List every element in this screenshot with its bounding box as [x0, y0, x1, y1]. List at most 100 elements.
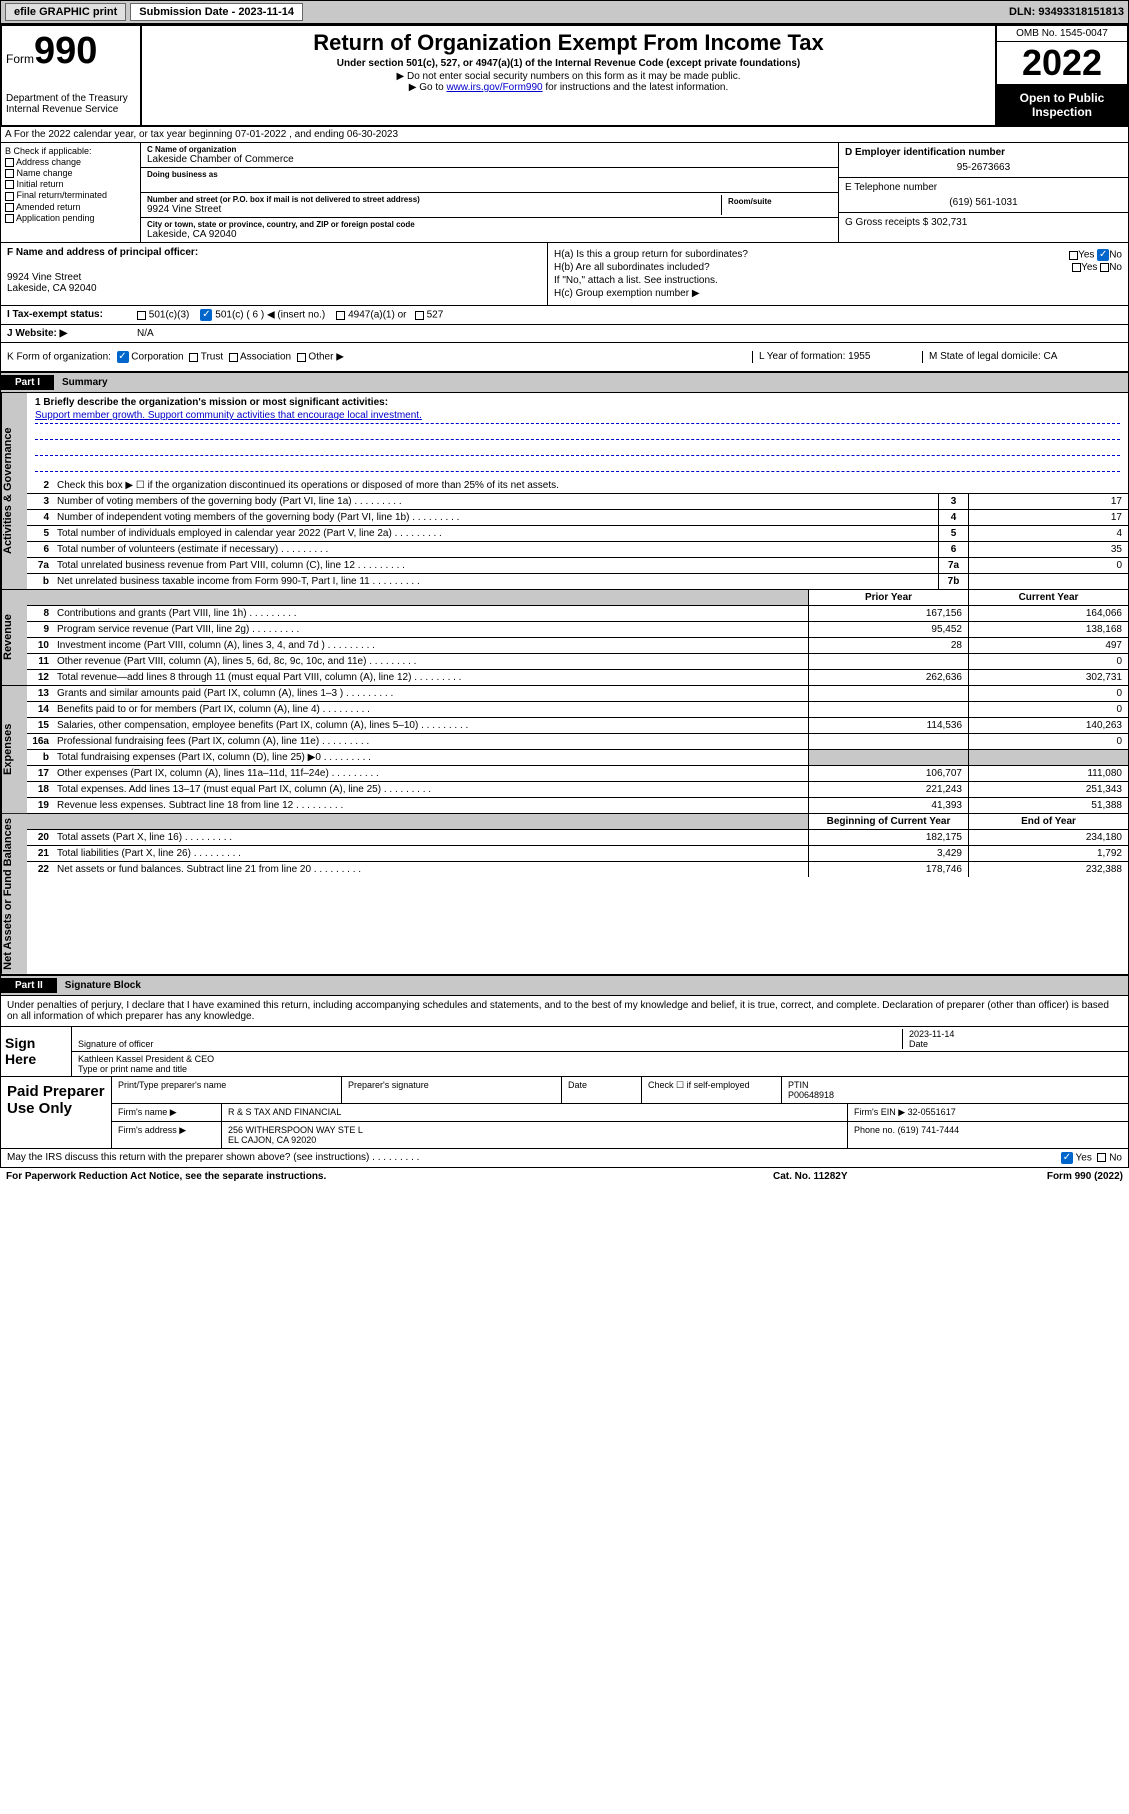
- omb-number: OMB No. 1545-0047: [997, 26, 1127, 42]
- city-state-zip: Lakeside, CA 92040: [147, 229, 832, 240]
- check-amended-return[interactable]: [5, 203, 14, 212]
- hb-no-checkbox[interactable]: [1100, 263, 1109, 272]
- prior-val: 262,636: [808, 670, 968, 685]
- prior-val: 41,393: [808, 798, 968, 813]
- 501c-checkbox[interactable]: ✓: [200, 309, 212, 321]
- check-application-pending[interactable]: [5, 214, 14, 223]
- other-checkbox[interactable]: [297, 353, 306, 362]
- netassets-section: Net Assets or Fund Balances Beginning of…: [0, 814, 1129, 975]
- current-val: 232,388: [968, 862, 1128, 877]
- 527-checkbox[interactable]: [415, 311, 424, 320]
- discuss-label: May the IRS discuss this return with the…: [7, 1152, 1061, 1164]
- form-prefix: Form: [6, 52, 34, 66]
- trust-checkbox[interactable]: [189, 353, 198, 362]
- prior-val: 167,156: [808, 606, 968, 621]
- line-desc: Number of independent voting members of …: [53, 510, 938, 525]
- line-desc: Other revenue (Part VIII, column (A), li…: [53, 654, 808, 669]
- footer-right: Form 990 (2022): [973, 1171, 1123, 1182]
- assoc-checkbox[interactable]: [229, 353, 238, 362]
- officer-addr2: Lakeside, CA 92040: [7, 283, 541, 294]
- room-label: Room/suite: [728, 197, 826, 206]
- prior-val: 28: [808, 638, 968, 653]
- discuss-yes-checkbox[interactable]: ✓: [1061, 1152, 1073, 1164]
- current-val: 111,080: [968, 766, 1128, 781]
- current-val: 251,343: [968, 782, 1128, 797]
- line-desc: Other expenses (Part IX, column (A), lin…: [53, 766, 808, 781]
- part1-header: Part I Summary: [0, 372, 1129, 393]
- tax-year: 2022: [997, 42, 1127, 85]
- submission-date: Submission Date - 2023-11-14: [130, 3, 303, 21]
- efile-print-button[interactable]: efile GRAPHIC print: [5, 3, 126, 21]
- expenses-section: Expenses 13Grants and similar amounts pa…: [0, 686, 1129, 814]
- end-year-hdr: End of Year: [968, 814, 1128, 829]
- line-val: 17: [968, 510, 1128, 525]
- line-desc: Revenue less expenses. Subtract line 18 …: [53, 798, 808, 813]
- line-val: 0: [968, 558, 1128, 573]
- current-val: 302,731: [968, 670, 1128, 685]
- phone-label: E Telephone number: [845, 182, 1122, 193]
- footer-left: For Paperwork Reduction Act Notice, see …: [6, 1171, 773, 1182]
- discuss-row: May the IRS discuss this return with the…: [0, 1149, 1129, 1168]
- prior-val: 3,429: [808, 846, 968, 861]
- check-initial-return[interactable]: [5, 180, 14, 189]
- hb-yes-checkbox[interactable]: [1072, 263, 1081, 272]
- form-note2-post: for instructions and the latest informat…: [545, 82, 728, 93]
- firm-phone-value: (619) 741-7444: [898, 1125, 960, 1135]
- line-box: 7a: [938, 558, 968, 573]
- line-val: 4: [968, 526, 1128, 541]
- current-year-hdr: Current Year: [968, 590, 1128, 605]
- form-header: Form 990 Department of the Treasury Inte…: [0, 24, 1129, 127]
- line-desc: Program service revenue (Part VIII, line…: [53, 622, 808, 637]
- part2-header: Part II Signature Block: [0, 975, 1129, 996]
- sig-officer-label: Signature of officer: [78, 1039, 153, 1049]
- 501c3-checkbox[interactable]: [137, 311, 146, 320]
- year-formation: L Year of formation: 1955: [752, 351, 922, 363]
- department-label: Department of the Treasury Internal Reve…: [6, 93, 136, 115]
- prior-val: [808, 654, 968, 669]
- irs-link[interactable]: www.irs.gov/Form990: [446, 82, 542, 93]
- prior-val: 114,536: [808, 718, 968, 733]
- line-val: [968, 574, 1128, 589]
- hb-label: H(b) Are all subordinates included?: [554, 262, 710, 273]
- row-f: F Name and address of principal officer:…: [0, 243, 1129, 306]
- line-box: 6: [938, 542, 968, 557]
- website-value: N/A: [137, 328, 154, 339]
- line-desc: Total liabilities (Part X, line 26): [53, 846, 808, 861]
- prep-self-employed: Check ☐ if self-employed: [642, 1077, 782, 1103]
- line-val: 35: [968, 542, 1128, 557]
- prep-date-label: Date: [562, 1077, 642, 1103]
- prior-year-hdr: Prior Year: [808, 590, 968, 605]
- other-label: Other ▶: [308, 352, 343, 363]
- ha-no-checkbox[interactable]: ✓: [1097, 249, 1109, 261]
- firm-name-value: R & S TAX AND FINANCIAL: [222, 1104, 848, 1121]
- gov-side-label: Activities & Governance: [1, 393, 27, 589]
- line-desc: Total assets (Part X, line 16): [53, 830, 808, 845]
- ha-yes-checkbox[interactable]: [1069, 251, 1078, 260]
- line-desc: Total number of volunteers (estimate if …: [53, 542, 938, 557]
- footer-mid: Cat. No. 11282Y: [773, 1171, 973, 1182]
- line-desc: Total number of individuals employed in …: [53, 526, 938, 541]
- check-name-change[interactable]: [5, 169, 14, 178]
- corp-checkbox[interactable]: ✓: [117, 351, 129, 363]
- sign-here-label: Sign Here: [1, 1027, 71, 1076]
- sign-here-block: Sign Here Signature of officer 2023-11-1…: [0, 1027, 1129, 1077]
- form-subtitle: Under section 501(c), 527, or 4947(a)(1)…: [150, 58, 987, 69]
- form-org-label: K Form of organization:: [7, 352, 111, 363]
- assoc-label: Association: [240, 352, 291, 363]
- check-address-change[interactable]: [5, 158, 14, 167]
- state-domicile: M State of legal domicile: CA: [922, 351, 1122, 363]
- firm-ein-value: 32-0551617: [908, 1107, 956, 1117]
- 4947-checkbox[interactable]: [336, 311, 345, 320]
- rev-side-label: Revenue: [1, 590, 27, 685]
- 501c3-label: 501(c)(3): [149, 310, 190, 321]
- current-val: 138,168: [968, 622, 1128, 637]
- row-k: K Form of organization: ✓ Corporation Tr…: [0, 343, 1129, 372]
- 501c-label: 501(c) ( 6 ) ◀ (insert no.): [215, 310, 325, 321]
- phone-value: (619) 561-1031: [845, 197, 1122, 208]
- open-public-badge: Open to Public Inspection: [997, 85, 1127, 125]
- ptin-value: P00648918: [788, 1090, 834, 1100]
- ptin-label: PTIN: [788, 1080, 809, 1090]
- check-final-return-terminated[interactable]: [5, 192, 14, 201]
- firm-name-label: Firm's name ▶: [112, 1104, 222, 1121]
- discuss-no-checkbox[interactable]: [1097, 1153, 1106, 1162]
